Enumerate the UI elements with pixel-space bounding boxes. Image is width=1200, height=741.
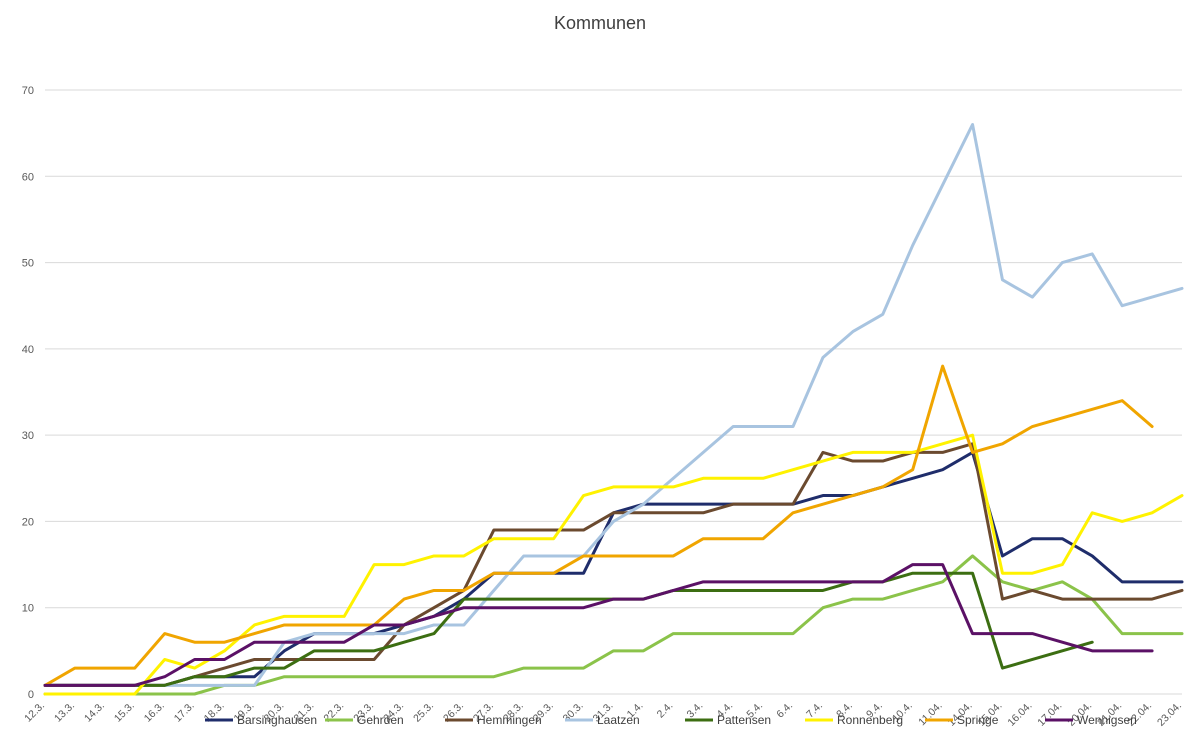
legend-label: Barsinghausen (237, 713, 317, 727)
legend-item: Gehrden (325, 713, 404, 727)
legend: Barsinghausen Gehrden Hemmingen Laatzen Patt… (205, 713, 1137, 727)
y-tick-label: 30 (22, 430, 34, 442)
series-hemmingen (43, 442, 1184, 687)
x-tick-label: 16.04. (1005, 700, 1034, 729)
legend-item: Ronnenberg (805, 713, 903, 727)
series-wennigsen (43, 563, 1154, 687)
x-tick-label: 3.4. (685, 700, 706, 721)
legend-item: Laatzen (565, 713, 640, 727)
series-pattensen (43, 571, 1094, 687)
legend-label: Ronnenberg (837, 713, 903, 727)
series-laatzen (43, 123, 1184, 687)
legend-label: Hemmingen (477, 713, 542, 727)
series-ronnenberg (43, 433, 1184, 696)
legend-item: Pattensen (685, 713, 771, 727)
x-tick-label: 12.3. (22, 700, 47, 725)
legend-item: Springe (925, 713, 999, 727)
legend-label: Gehrden (357, 713, 404, 727)
legend-label: Springe (957, 713, 999, 727)
series-line (43, 433, 1184, 696)
series-line (43, 123, 1184, 687)
x-tick-label: 6.4. (774, 700, 795, 721)
legend-label: Pattensen (717, 713, 771, 727)
x-tick-label: 7.4. (804, 700, 825, 721)
y-tick-label: 20 (22, 516, 34, 528)
x-tick-label: 11.04. (916, 700, 945, 729)
x-tick-label: 17.3. (172, 700, 197, 725)
legend-item: Barsinghausen (205, 713, 317, 727)
series-line (43, 563, 1154, 687)
x-tick-label: 13.3. (52, 700, 77, 725)
y-axis-ticks: 0 10 20 30 40 50 60 70 (22, 85, 34, 701)
legend-label: Wennigsen (1077, 713, 1137, 727)
x-tick-label: 14.3. (82, 700, 107, 725)
chart-title: Kommunen (553, 13, 647, 33)
series-line (43, 571, 1094, 687)
y-tick-label: 40 (22, 344, 34, 356)
series-line (43, 364, 1154, 687)
x-tick-label: 16.3. (142, 700, 167, 725)
y-tick-label: 50 (22, 258, 34, 270)
x-tick-label: 25.3. (411, 700, 436, 725)
series-gehrden (43, 554, 1184, 696)
y-tick-label: 0 (28, 689, 34, 701)
x-tick-label: 17.04. (1035, 700, 1064, 729)
x-tick-label: 15.3. (112, 700, 137, 725)
x-tick-label: 23.04. (1155, 700, 1184, 729)
x-tick-label: 2.4. (655, 700, 676, 721)
legend-label: Laatzen (597, 713, 640, 727)
series-line (43, 554, 1184, 696)
series-springe (43, 364, 1154, 687)
legend-item: Wennigsen (1045, 713, 1137, 727)
y-tick-label: 10 (22, 603, 34, 615)
legend-item: Hemmingen (445, 713, 542, 727)
gridlines (45, 89, 1182, 695)
y-tick-label: 60 (22, 171, 34, 183)
series-lines (43, 123, 1184, 696)
series-line (43, 442, 1184, 687)
y-tick-label: 70 (22, 85, 34, 97)
